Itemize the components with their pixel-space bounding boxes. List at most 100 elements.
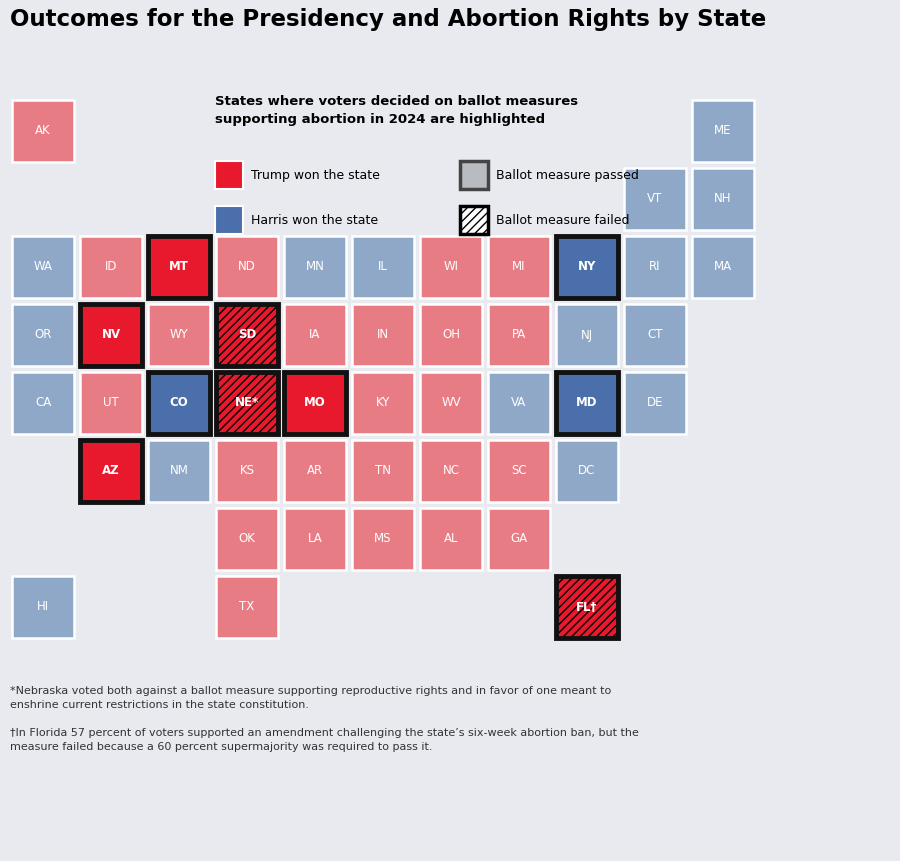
- Text: MN: MN: [306, 261, 324, 274]
- Text: WV: WV: [441, 397, 461, 410]
- Text: NV: NV: [102, 329, 121, 342]
- FancyBboxPatch shape: [215, 206, 243, 234]
- Text: WY: WY: [169, 329, 188, 342]
- Text: GA: GA: [510, 532, 527, 546]
- FancyBboxPatch shape: [352, 440, 414, 502]
- FancyBboxPatch shape: [460, 161, 488, 189]
- FancyBboxPatch shape: [12, 372, 74, 434]
- Text: Harris won the state: Harris won the state: [251, 214, 378, 226]
- Text: AZ: AZ: [103, 464, 120, 478]
- FancyBboxPatch shape: [284, 304, 346, 366]
- FancyBboxPatch shape: [80, 372, 142, 434]
- Text: NM: NM: [169, 464, 188, 478]
- FancyBboxPatch shape: [148, 372, 210, 434]
- FancyBboxPatch shape: [352, 236, 414, 298]
- FancyBboxPatch shape: [488, 440, 550, 502]
- FancyBboxPatch shape: [80, 440, 142, 502]
- Text: NC: NC: [443, 464, 460, 478]
- FancyBboxPatch shape: [420, 236, 482, 298]
- FancyBboxPatch shape: [692, 100, 754, 162]
- Text: IL: IL: [378, 261, 388, 274]
- FancyBboxPatch shape: [556, 304, 618, 366]
- FancyBboxPatch shape: [12, 304, 74, 366]
- FancyBboxPatch shape: [488, 372, 550, 434]
- Text: LA: LA: [308, 532, 322, 546]
- FancyBboxPatch shape: [215, 161, 243, 189]
- Text: AL: AL: [444, 532, 458, 546]
- FancyBboxPatch shape: [12, 576, 74, 638]
- FancyBboxPatch shape: [284, 236, 346, 298]
- Text: OK: OK: [238, 532, 256, 546]
- FancyBboxPatch shape: [624, 304, 686, 366]
- Text: NE*: NE*: [235, 397, 259, 410]
- FancyBboxPatch shape: [12, 236, 74, 298]
- Text: CT: CT: [647, 329, 662, 342]
- FancyBboxPatch shape: [216, 304, 278, 366]
- Text: IA: IA: [310, 329, 320, 342]
- Text: IN: IN: [377, 329, 389, 342]
- Text: MT: MT: [169, 261, 189, 274]
- Text: TN: TN: [375, 464, 391, 478]
- FancyBboxPatch shape: [352, 304, 414, 366]
- Text: AK: AK: [35, 125, 50, 138]
- Text: Ballot measure passed: Ballot measure passed: [496, 169, 639, 182]
- Text: MI: MI: [512, 261, 526, 274]
- FancyBboxPatch shape: [488, 236, 550, 298]
- Text: *Nebraska voted both against a ballot measure supporting reproductive rights and: *Nebraska voted both against a ballot me…: [10, 686, 611, 710]
- Text: ND: ND: [238, 261, 256, 274]
- FancyBboxPatch shape: [488, 304, 550, 366]
- Text: MO: MO: [304, 397, 326, 410]
- Text: WI: WI: [444, 261, 458, 274]
- Text: WA: WA: [33, 261, 52, 274]
- Text: UT: UT: [104, 397, 119, 410]
- Text: CO: CO: [169, 397, 188, 410]
- Text: VT: VT: [647, 193, 662, 206]
- FancyBboxPatch shape: [692, 168, 754, 230]
- FancyBboxPatch shape: [284, 440, 346, 502]
- Text: ME: ME: [715, 125, 732, 138]
- Text: TX: TX: [239, 600, 255, 614]
- FancyBboxPatch shape: [420, 372, 482, 434]
- FancyBboxPatch shape: [284, 372, 346, 434]
- FancyBboxPatch shape: [216, 372, 278, 434]
- FancyBboxPatch shape: [216, 508, 278, 570]
- FancyBboxPatch shape: [352, 372, 414, 434]
- Text: ID: ID: [104, 261, 117, 274]
- Text: †In Florida 57 percent of voters supported an amendment challenging the state’s : †In Florida 57 percent of voters support…: [10, 728, 639, 752]
- FancyBboxPatch shape: [556, 440, 618, 502]
- Text: MD: MD: [576, 397, 598, 410]
- Text: AR: AR: [307, 464, 323, 478]
- Text: MA: MA: [714, 261, 732, 274]
- FancyBboxPatch shape: [460, 206, 488, 234]
- FancyBboxPatch shape: [624, 372, 686, 434]
- FancyBboxPatch shape: [216, 236, 278, 298]
- FancyBboxPatch shape: [80, 236, 142, 298]
- FancyBboxPatch shape: [148, 304, 210, 366]
- FancyBboxPatch shape: [692, 236, 754, 298]
- FancyBboxPatch shape: [556, 576, 618, 638]
- Text: VA: VA: [511, 397, 526, 410]
- Text: OH: OH: [442, 329, 460, 342]
- Text: NH: NH: [715, 193, 732, 206]
- FancyBboxPatch shape: [556, 372, 618, 434]
- Text: RI: RI: [649, 261, 661, 274]
- FancyBboxPatch shape: [488, 508, 550, 570]
- Text: NJ: NJ: [580, 329, 593, 342]
- Text: DC: DC: [579, 464, 596, 478]
- Text: DE: DE: [647, 397, 663, 410]
- FancyBboxPatch shape: [420, 440, 482, 502]
- Text: KS: KS: [239, 464, 255, 478]
- Text: PA: PA: [512, 329, 526, 342]
- FancyBboxPatch shape: [556, 236, 618, 298]
- FancyBboxPatch shape: [148, 440, 210, 502]
- FancyBboxPatch shape: [420, 508, 482, 570]
- FancyBboxPatch shape: [624, 236, 686, 298]
- Text: Ballot measure failed: Ballot measure failed: [496, 214, 629, 226]
- Text: OR: OR: [34, 329, 51, 342]
- Text: CA: CA: [35, 397, 51, 410]
- Text: Trump won the state: Trump won the state: [251, 169, 380, 182]
- Text: MS: MS: [374, 532, 392, 546]
- FancyBboxPatch shape: [148, 236, 210, 298]
- FancyBboxPatch shape: [284, 508, 346, 570]
- Text: KY: KY: [376, 397, 391, 410]
